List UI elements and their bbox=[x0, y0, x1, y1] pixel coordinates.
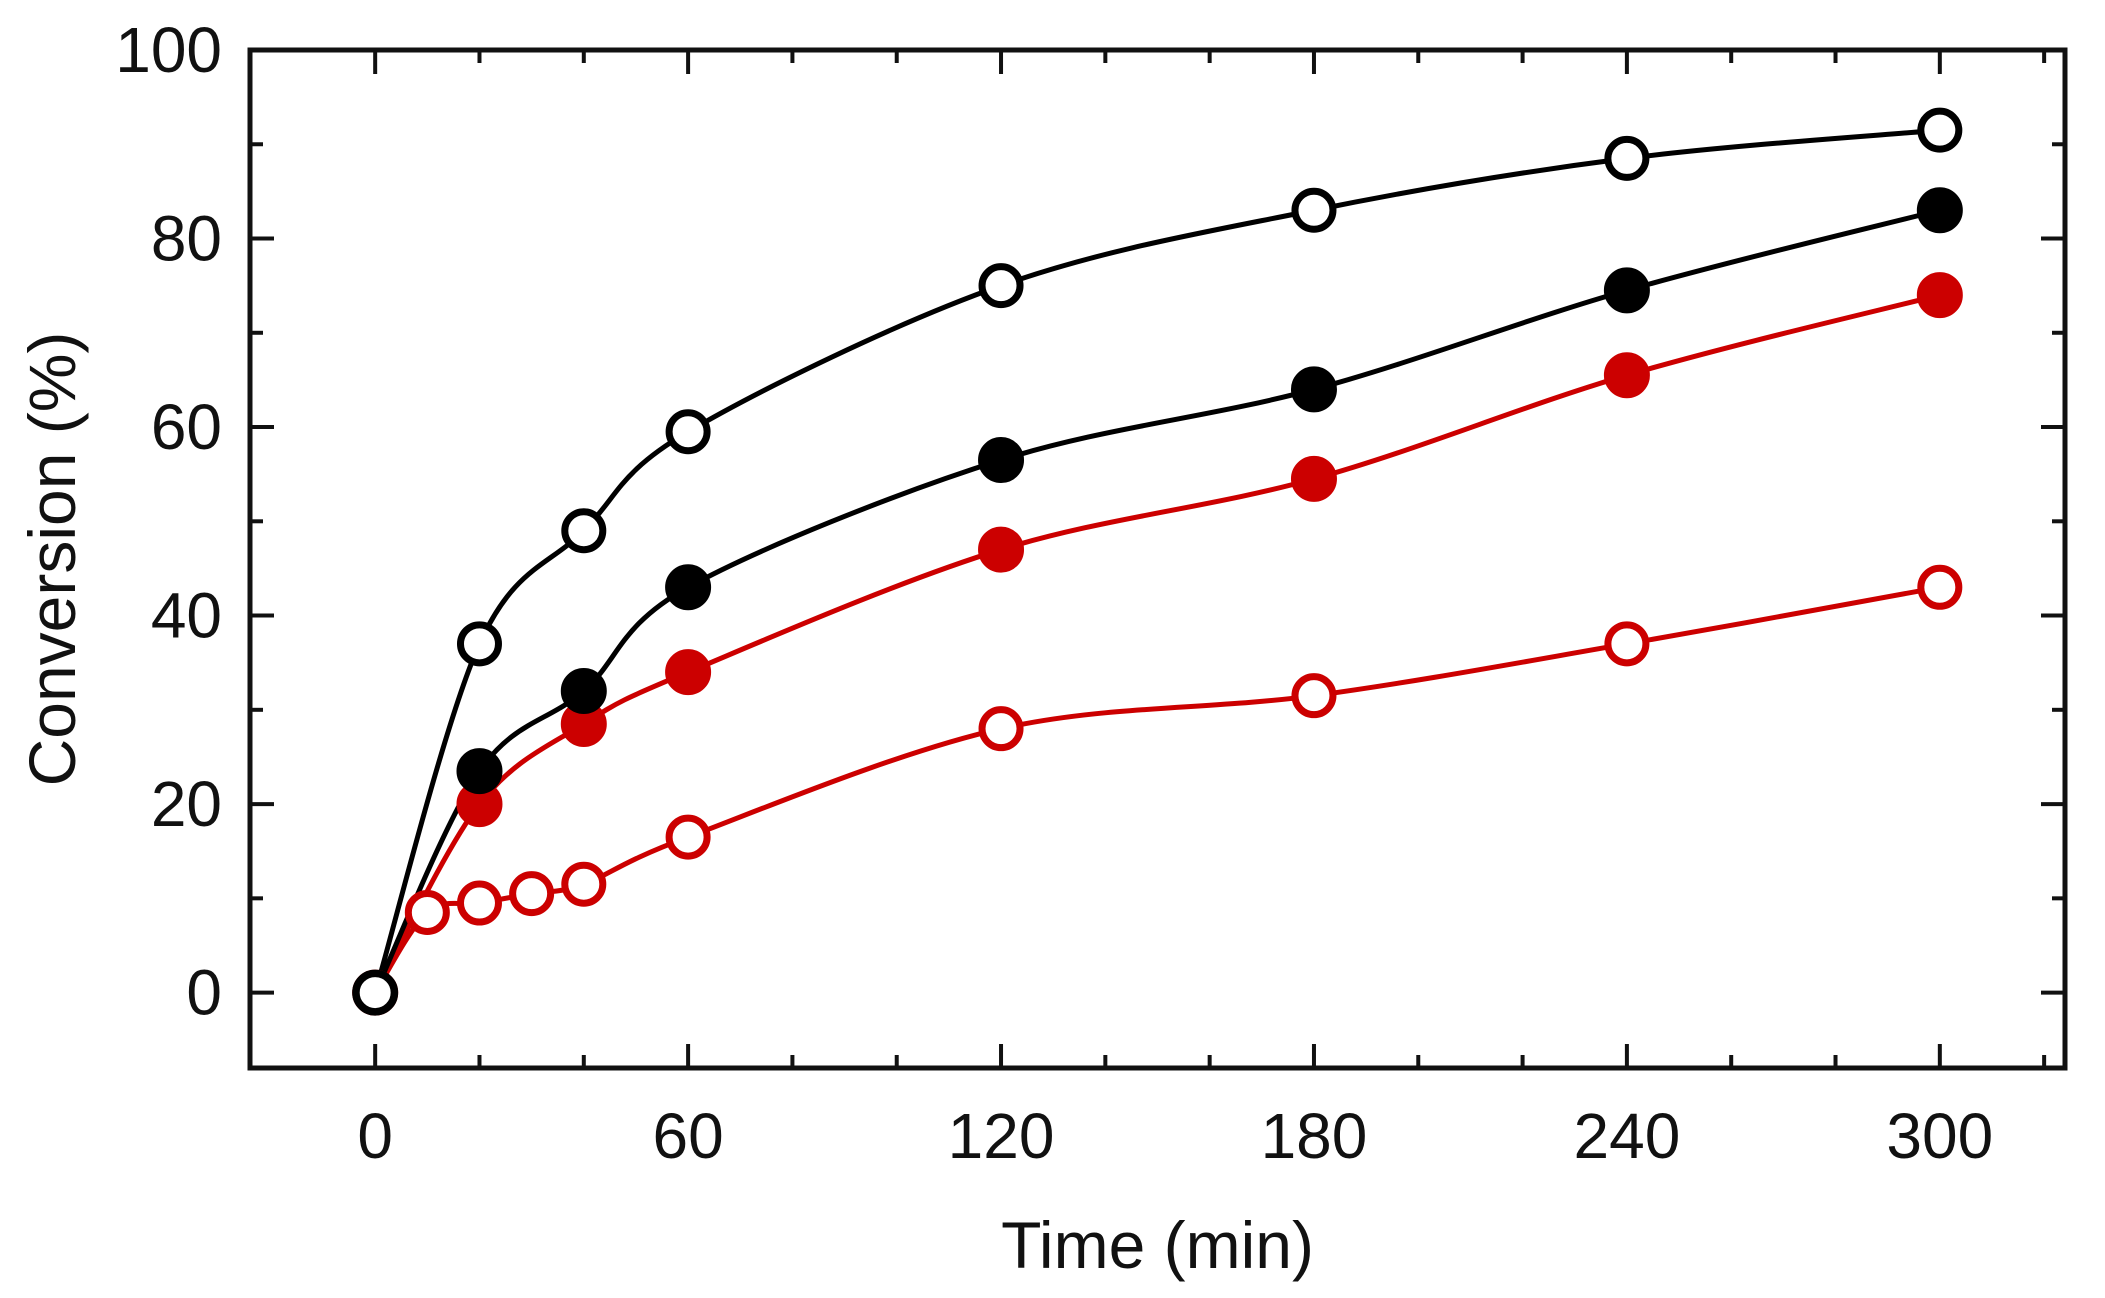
data-point-black-filled bbox=[1290, 366, 1337, 413]
x-axis-title: Time (min) bbox=[1001, 1208, 1314, 1282]
data-point-red-open bbox=[1291, 673, 1337, 719]
data-point-black-filled bbox=[560, 667, 607, 714]
series-line-red-open bbox=[373, 584, 1941, 994]
x-tick-label: 120 bbox=[948, 1100, 1055, 1172]
series-line-red-filled bbox=[372, 292, 1941, 994]
y-tick-label: 60 bbox=[151, 391, 222, 463]
data-point-red-open bbox=[404, 889, 450, 935]
y-tick-label: 0 bbox=[186, 957, 222, 1029]
plot-frame bbox=[247, 47, 2068, 1071]
data-point-black-filled bbox=[1603, 267, 1650, 314]
y-tick-label: 20 bbox=[151, 768, 222, 840]
data-point-black-filled bbox=[665, 564, 712, 611]
data-point-red-filled bbox=[665, 649, 712, 696]
y-tick-label: 100 bbox=[115, 14, 222, 86]
y-tick-label: 80 bbox=[151, 203, 222, 275]
data-point-black-open bbox=[978, 263, 1024, 309]
x-tick-label: 180 bbox=[1261, 1100, 1368, 1172]
data-point-black-open bbox=[352, 970, 398, 1016]
data-point-black-filled bbox=[1916, 187, 1963, 234]
data-point-red-open bbox=[456, 880, 502, 926]
data-point-red-open bbox=[1917, 564, 1963, 610]
data-point-red-open bbox=[1604, 621, 1650, 667]
data-point-black-filled bbox=[978, 437, 1025, 484]
data-point-black-open bbox=[1604, 135, 1650, 181]
data-point-black-open bbox=[665, 409, 711, 455]
data-point-red-filled bbox=[1916, 272, 1963, 319]
series-line-black-open bbox=[372, 127, 1941, 994]
data-point-black-filled bbox=[456, 748, 503, 795]
y-axis-title: Conversion (%) bbox=[15, 332, 89, 787]
x-tick-label: 60 bbox=[653, 1100, 724, 1172]
y-tick-label: 40 bbox=[151, 580, 222, 652]
data-point-red-open bbox=[509, 871, 555, 917]
series-markers bbox=[352, 107, 1963, 1016]
data-point-red-filled bbox=[978, 526, 1025, 573]
series-lines bbox=[372, 127, 1941, 994]
tick-labels: 0 60 120 180 240 300 0 20 40 60 80 100 bbox=[115, 14, 1993, 1172]
x-tick-label: 300 bbox=[1886, 1100, 1993, 1172]
data-point-red-open bbox=[561, 861, 607, 907]
data-point-black-open bbox=[1291, 187, 1337, 233]
data-point-black-open bbox=[456, 621, 502, 667]
data-point-red-filled bbox=[1290, 455, 1337, 502]
x-tick-label: 240 bbox=[1574, 1100, 1681, 1172]
data-point-red-filled bbox=[1603, 352, 1650, 399]
data-point-red-open bbox=[665, 814, 711, 860]
data-point-black-open bbox=[561, 508, 607, 554]
data-point-red-open bbox=[978, 706, 1024, 752]
series-line-black-filled bbox=[372, 207, 1941, 994]
x-tick-label: 0 bbox=[357, 1100, 393, 1172]
data-point-black-open bbox=[1917, 107, 1963, 153]
axis-ticks bbox=[250, 48, 2065, 1068]
